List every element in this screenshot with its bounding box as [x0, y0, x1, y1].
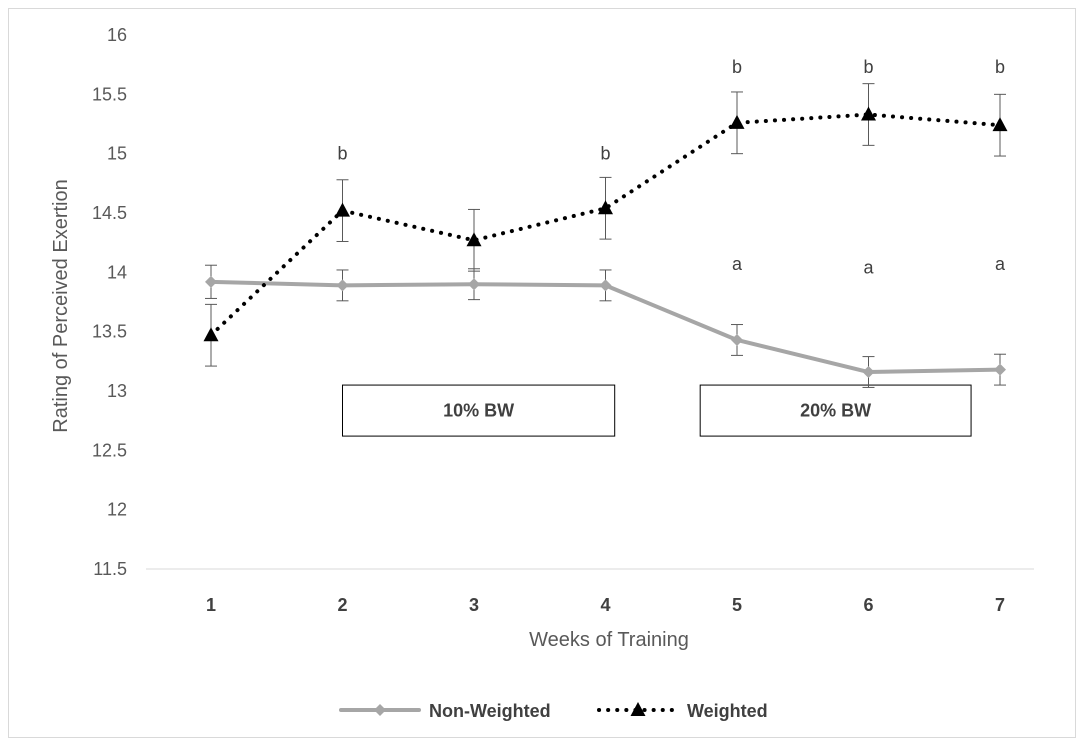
y-tick-label: 13 — [107, 381, 127, 401]
y-axis-ticks: 11.5 12 12.5 13 13.5 14 14.5 15 15.5 16 — [92, 25, 127, 579]
x-axis-ticks: 1 2 3 4 5 6 7 — [206, 595, 1005, 615]
series-layer — [203, 83, 1008, 388]
y-tick-label: 16 — [107, 25, 127, 45]
significance-label: b — [863, 57, 873, 77]
x-tick-label: 3 — [469, 595, 479, 615]
diamond-marker — [862, 366, 875, 379]
x-axis-title: Weeks of Training — [529, 629, 689, 651]
y-axis-title: Rating of Perceived Exertion — [50, 179, 72, 432]
legend-label: Weighted — [687, 701, 768, 721]
annotations: b b b b b a a a — [337, 57, 1006, 278]
significance-label: b — [600, 144, 610, 164]
diamond-marker — [374, 704, 386, 716]
diamond-marker — [336, 279, 349, 292]
y-tick-label: 14 — [107, 262, 127, 282]
phase-box — [699, 384, 972, 437]
triangle-marker — [203, 327, 219, 342]
diamond-marker — [205, 275, 217, 288]
legend-entry-non-weighted: Non-Weighted — [339, 701, 551, 721]
chart-frame — [8, 8, 1076, 738]
x-tick-label: 4 — [600, 595, 610, 615]
triangle-marker — [992, 117, 1008, 132]
diamond-marker — [599, 279, 612, 292]
phase-box-label: 20% BW — [800, 401, 871, 421]
y-tick-label: 15 — [107, 144, 127, 164]
legend: Non-Weighted Weighted — [339, 701, 768, 721]
triangle-marker — [466, 232, 482, 247]
diamond-marker — [994, 363, 1006, 376]
legend-label: Non-Weighted — [429, 701, 551, 721]
significance-label: a — [732, 254, 743, 274]
x-tick-label: 5 — [732, 595, 742, 615]
y-tick-label: 12.5 — [92, 440, 127, 460]
triangle-marker — [630, 702, 646, 716]
triangle-marker — [861, 106, 876, 121]
significance-label: b — [995, 57, 1005, 77]
x-tick-label: 1 — [206, 595, 216, 615]
triangle-marker — [598, 200, 613, 215]
x-tick-label: 2 — [337, 595, 347, 615]
phase-boxes: 10% BW 20% BW — [342, 384, 972, 437]
significance-label: b — [732, 57, 742, 77]
series-weighted — [203, 83, 1008, 367]
triangle-marker — [729, 114, 745, 129]
series-non-weighted — [205, 264, 1006, 388]
y-tick-label: 13.5 — [92, 322, 127, 342]
x-tick-label: 6 — [863, 595, 873, 615]
y-tick-label: 14.5 — [92, 203, 127, 223]
significance-label: b — [337, 144, 347, 164]
phase-box — [342, 384, 616, 437]
significance-label: a — [863, 258, 874, 278]
y-tick-label: 12 — [107, 500, 127, 520]
y-tick-label: 15.5 — [92, 84, 127, 104]
diamond-marker — [731, 333, 743, 346]
y-tick-label: 11.5 — [93, 559, 127, 579]
significance-label: a — [995, 254, 1006, 274]
phase-box-label: 10% BW — [443, 401, 514, 421]
legend-entry-weighted: Weighted — [597, 701, 768, 721]
diamond-marker — [468, 278, 480, 291]
triangle-marker — [335, 202, 350, 217]
x-tick-label: 7 — [995, 595, 1005, 615]
